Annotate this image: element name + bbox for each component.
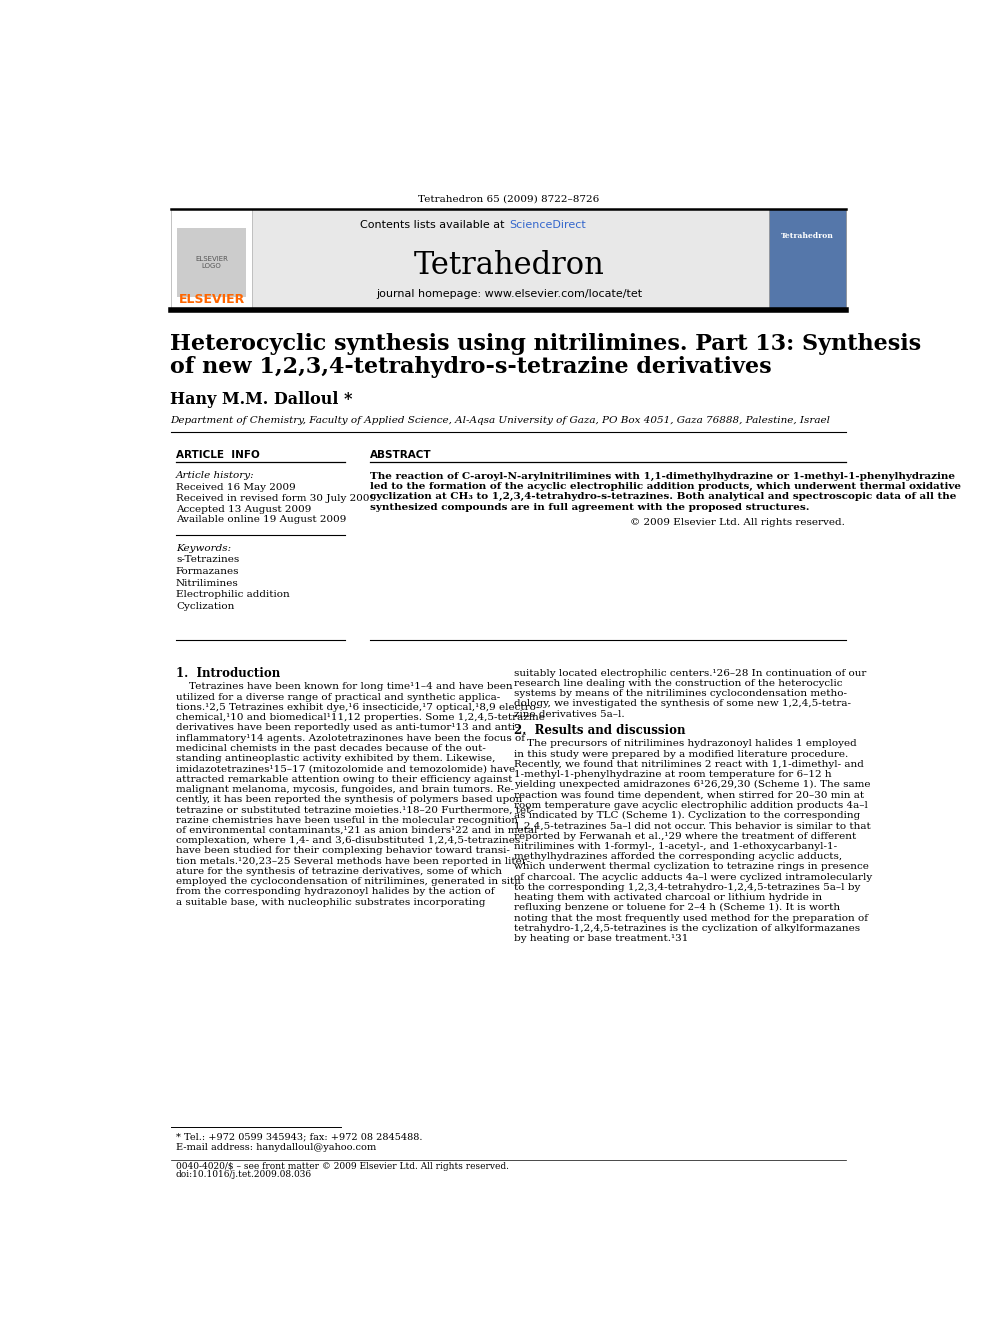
Text: refluxing benzene or toluene for 2–4 h (Scheme 1). It is worth: refluxing benzene or toluene for 2–4 h (…: [514, 904, 840, 913]
Text: tetrahydro-1,2,4,5-tetrazines is the cyclization of alkylformazanes: tetrahydro-1,2,4,5-tetrazines is the cyc…: [514, 923, 860, 933]
Text: yielding unexpected amidrazones 6¹26,29,30 (Scheme 1). The same: yielding unexpected amidrazones 6¹26,29,…: [514, 781, 870, 790]
Text: Received in revised form 30 July 2009: Received in revised form 30 July 2009: [176, 493, 376, 503]
Text: Available online 19 August 2009: Available online 19 August 2009: [176, 516, 346, 524]
Text: synthesized compounds are in full agreement with the proposed structures.: synthesized compounds are in full agreem…: [370, 503, 809, 512]
Text: noting that the most frequently used method for the preparation of: noting that the most frequently used met…: [514, 914, 868, 922]
Text: Tetrahedron 65 (2009) 8722–8726: Tetrahedron 65 (2009) 8722–8726: [418, 194, 599, 204]
Text: Heterocyclic synthesis using nitrilimines. Part 13: Synthesis: Heterocyclic synthesis using nitrilimine…: [171, 332, 922, 355]
Text: ELSEVIER: ELSEVIER: [179, 294, 245, 306]
Text: Tetrazines have been known for long time¹1–4 and have been: Tetrazines have been known for long time…: [176, 683, 513, 692]
Text: E-mail address: hanydalloul@yahoo.com: E-mail address: hanydalloul@yahoo.com: [176, 1143, 376, 1152]
Text: Cyclization: Cyclization: [176, 602, 234, 611]
Text: of new 1,2,3,4-tetrahydro-s-tetrazine derivatives: of new 1,2,3,4-tetrahydro-s-tetrazine de…: [171, 356, 772, 377]
Text: have been studied for their complexing behavior toward transi-: have been studied for their complexing b…: [176, 847, 510, 856]
FancyBboxPatch shape: [171, 209, 252, 308]
Text: nitrilimines with 1-formyl-, 1-acetyl-, and 1-ethoxycarbanyl-1-: nitrilimines with 1-formyl-, 1-acetyl-, …: [514, 841, 837, 851]
Text: medicinal chemists in the past decades because of the out-: medicinal chemists in the past decades b…: [176, 744, 486, 753]
Text: The precursors of nitrilimines hydrazonoyl halides 1 employed: The precursors of nitrilimines hydrazono…: [514, 740, 856, 749]
Text: derivatives have been reportedly used as anti-tumor¹13 and anti-: derivatives have been reportedly used as…: [176, 724, 519, 733]
Text: Accepted 13 August 2009: Accepted 13 August 2009: [176, 504, 311, 513]
Text: ABSTRACT: ABSTRACT: [370, 450, 433, 460]
Text: led to the formation of the acyclic electrophilic addition products, which under: led to the formation of the acyclic elec…: [370, 482, 961, 491]
Text: tion metals.¹20,23–25 Several methods have been reported in liter-: tion metals.¹20,23–25 Several methods ha…: [176, 856, 530, 865]
Text: inflammatory¹14 agents. Azolotetrazinones have been the focus of: inflammatory¹14 agents. Azolotetrazinone…: [176, 734, 525, 742]
Text: imidazotetrazines¹15–17 (mitozolomide and temozolomide) have: imidazotetrazines¹15–17 (mitozolomide an…: [176, 765, 515, 774]
Text: Tetrahedron: Tetrahedron: [414, 250, 604, 280]
Text: utilized for a diverse range of practical and synthetic applica-: utilized for a diverse range of practica…: [176, 693, 500, 701]
Text: 1,2,4,5-tetrazines 5a–l did not occur. This behavior is similar to that: 1,2,4,5-tetrazines 5a–l did not occur. T…: [514, 822, 871, 831]
Text: reaction was found time dependent, when stirred for 20–30 min at: reaction was found time dependent, when …: [514, 791, 864, 799]
Text: ARTICLE  INFO: ARTICLE INFO: [176, 450, 260, 460]
Text: suitably located electrophilic centers.¹26–28 In continuation of our: suitably located electrophilic centers.¹…: [514, 668, 866, 677]
FancyBboxPatch shape: [769, 209, 846, 308]
Text: systems by means of the nitrilimines cyclocondensation metho-: systems by means of the nitrilimines cyc…: [514, 689, 847, 699]
Text: a suitable base, with nucleophilic substrates incorporating: a suitable base, with nucleophilic subst…: [176, 897, 485, 906]
Text: 1-methyl-1-phenylhydrazine at room temperature for 6–12 h: 1-methyl-1-phenylhydrazine at room tempe…: [514, 770, 831, 779]
Text: cyclization at CH₃ to 1,2,3,4-tetrahydro-s-tetrazines. Both analytical and spect: cyclization at CH₃ to 1,2,3,4-tetrahydro…: [370, 492, 957, 501]
Text: ature for the synthesis of tetrazine derivatives, some of which: ature for the synthesis of tetrazine der…: [176, 867, 502, 876]
Text: tions.¹2,5 Tetrazines exhibit dye,¹6 insecticide,¹7 optical,¹8,9 electro-: tions.¹2,5 Tetrazines exhibit dye,¹6 ins…: [176, 703, 540, 712]
Text: s-Tetrazines: s-Tetrazines: [176, 556, 239, 565]
Text: cently, it has been reported the synthesis of polymers based upon: cently, it has been reported the synthes…: [176, 795, 522, 804]
Text: Article history:: Article history:: [176, 471, 255, 480]
FancyBboxPatch shape: [177, 228, 246, 298]
Text: Electrophilic addition: Electrophilic addition: [176, 590, 290, 599]
Text: 0040-4020/$ – see front matter © 2009 Elsevier Ltd. All rights reserved.: 0040-4020/$ – see front matter © 2009 El…: [176, 1162, 509, 1171]
Text: Tetrahedron: Tetrahedron: [781, 232, 834, 239]
Text: complexation, where 1,4- and 3,6-disubstituted 1,2,4,5-tetrazines: complexation, where 1,4- and 3,6-disubst…: [176, 836, 520, 845]
Text: malignant melanoma, mycosis, fungoides, and brain tumors. Re-: malignant melanoma, mycosis, fungoides, …: [176, 785, 514, 794]
Text: employed the cyclocondensation of nitrilimines, generated in situ: employed the cyclocondensation of nitril…: [176, 877, 521, 886]
Text: from the corresponding hydrazonoyl halides by the action of: from the corresponding hydrazonoyl halid…: [176, 888, 494, 896]
Text: Nitrilimines: Nitrilimines: [176, 578, 239, 587]
Text: 1.  Introduction: 1. Introduction: [176, 667, 280, 680]
Text: by heating or base treatment.¹31: by heating or base treatment.¹31: [514, 934, 688, 943]
Text: which underwent thermal cyclization to tetrazine rings in presence: which underwent thermal cyclization to t…: [514, 863, 869, 872]
Text: dology, we investigated the synthesis of some new 1,2,4,5-tetra-: dology, we investigated the synthesis of…: [514, 700, 851, 708]
Text: Formazanes: Formazanes: [176, 568, 239, 576]
Text: Received 16 May 2009: Received 16 May 2009: [176, 483, 296, 492]
Text: reported by Ferwanah et al.,¹29 where the treatment of different: reported by Ferwanah et al.,¹29 where th…: [514, 832, 856, 840]
Text: of charcoal. The acyclic adducts 4a–l were cyclized intramolecularly: of charcoal. The acyclic adducts 4a–l we…: [514, 873, 872, 881]
FancyBboxPatch shape: [252, 209, 769, 308]
Text: Department of Chemistry, Faculty of Applied Science, Al-Aqsa University of Gaza,: Department of Chemistry, Faculty of Appl…: [171, 415, 830, 425]
Text: tetrazine or substituted tetrazine moieties.¹18–20 Furthermore, tet-: tetrazine or substituted tetrazine moiet…: [176, 806, 534, 815]
Text: Contents lists available at: Contents lists available at: [360, 220, 508, 230]
Text: in this study were prepared by a modified literature procedure.: in this study were prepared by a modifie…: [514, 750, 848, 758]
Text: 2.  Results and discussion: 2. Results and discussion: [514, 724, 685, 737]
Text: The reaction of C-aroyl-N-arylnitrilimines with 1,1-dimethylhydrazine or 1-methy: The reaction of C-aroyl-N-arylnitrilimin…: [370, 471, 955, 480]
Text: Keywords:: Keywords:: [176, 544, 231, 553]
Text: to the corresponding 1,2,3,4-tetrahydro-1,2,4,5-tetrazines 5a–l by: to the corresponding 1,2,3,4-tetrahydro-…: [514, 882, 860, 892]
Text: Recently, we found that nitrilimines 2 react with 1,1-dimethyl- and: Recently, we found that nitrilimines 2 r…: [514, 759, 864, 769]
Text: of environmental contaminants,¹21 as anion binders¹22 and in metal: of environmental contaminants,¹21 as ani…: [176, 826, 538, 835]
Text: journal homepage: www.elsevier.com/locate/tet: journal homepage: www.elsevier.com/locat…: [376, 290, 642, 299]
Text: Hany M.M. Dalloul *: Hany M.M. Dalloul *: [171, 390, 353, 407]
Text: ScienceDirect: ScienceDirect: [509, 220, 586, 230]
Text: © 2009 Elsevier Ltd. All rights reserved.: © 2009 Elsevier Ltd. All rights reserved…: [630, 517, 845, 527]
Text: methylhydrazines afforded the corresponding acyclic adducts,: methylhydrazines afforded the correspond…: [514, 852, 842, 861]
Text: razine chemistries have been useful in the molecular recognition: razine chemistries have been useful in t…: [176, 815, 518, 824]
Text: heating them with activated charcoal or lithium hydride in: heating them with activated charcoal or …: [514, 893, 822, 902]
Text: ELSEVIER
LOGO: ELSEVIER LOGO: [195, 257, 228, 269]
Text: standing antineoplastic activity exhibited by them. Likewise,: standing antineoplastic activity exhibit…: [176, 754, 495, 763]
Text: chemical,¹10 and biomedical¹11,12 properties. Some 1,2,4,5-tetrazine: chemical,¹10 and biomedical¹11,12 proper…: [176, 713, 545, 722]
Text: zine derivatives 5a–l.: zine derivatives 5a–l.: [514, 709, 624, 718]
Text: as indicated by TLC (Scheme 1). Cyclization to the corresponding: as indicated by TLC (Scheme 1). Cyclizat…: [514, 811, 860, 820]
Text: * Tel.: +972 0599 345943; fax: +972 08 2845488.: * Tel.: +972 0599 345943; fax: +972 08 2…: [176, 1132, 423, 1142]
Text: attracted remarkable attention owing to their efficiency against: attracted remarkable attention owing to …: [176, 775, 512, 783]
Text: doi:10.1016/j.tet.2009.08.036: doi:10.1016/j.tet.2009.08.036: [176, 1170, 312, 1179]
Text: room temperature gave acyclic electrophilic addition products 4a–l: room temperature gave acyclic electrophi…: [514, 800, 868, 810]
Text: research line dealing with the construction of the heterocyclic: research line dealing with the construct…: [514, 679, 842, 688]
